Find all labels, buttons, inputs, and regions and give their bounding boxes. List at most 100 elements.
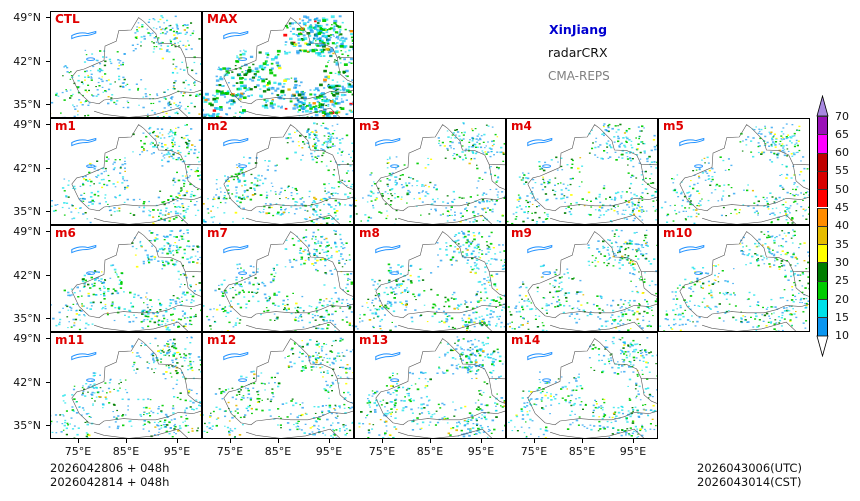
echo-cell [689,203,692,206]
echo-cell [109,277,112,279]
echo-cell [333,35,335,37]
echo-cell [595,137,598,139]
echo-cell [162,248,165,251]
echo-cell [227,176,229,178]
echo-cell [795,151,798,154]
echo-cell [462,134,465,136]
echo-cell [84,79,86,81]
echo-cell [168,156,171,158]
echo-cell [480,297,483,299]
echo-cell [503,264,505,266]
echo-cell [394,287,397,289]
echo-cell [258,211,261,213]
echo-cell [128,309,131,312]
echo-cell [152,216,155,218]
echo-cell [643,310,646,313]
echo-cell [160,48,163,50]
echo-cell [340,50,343,52]
echo-cell [421,191,423,193]
echo-cell [242,173,245,175]
echo-cell [106,312,109,314]
echo-cell [565,207,567,210]
echo-cell [184,209,187,212]
echo-cell [609,220,612,222]
echo-cell [287,185,290,187]
echo-cell [614,125,617,127]
echo-cell [102,91,104,93]
echo-cell [113,319,116,322]
echo-cell [61,206,64,209]
echo-cell [653,145,657,148]
echo-cell [163,201,166,203]
echo-cell [71,204,73,206]
echo-cell [640,141,643,143]
echo-cell [148,132,152,135]
echo-cell [326,42,330,45]
echo-cell [470,158,473,160]
echo-cell [199,256,201,258]
echo-cell [640,174,643,176]
echo-cell [266,64,269,66]
echo-cell [143,35,146,38]
echo-cell [189,195,192,198]
echo-cell [298,32,302,36]
echo-cell [111,301,114,303]
echo-cell [543,180,545,182]
echo-cell [166,261,170,264]
echo-cell [404,182,407,184]
echo-cell [123,179,126,182]
echo-cell [228,197,231,199]
echo-cell [408,176,410,178]
echo-cell [147,113,149,115]
echo-cell [507,306,510,308]
echo-cell [79,319,81,321]
echo-cell [152,222,155,224]
echo-cell [105,56,108,58]
echo-cell [318,324,321,326]
echo-cell [84,327,87,329]
echo-cell [715,183,719,186]
echo-cell [421,184,424,186]
echo-cell [242,167,244,169]
echo-cell [758,145,761,147]
echo-cell [298,44,302,48]
echo-cell [221,295,225,297]
echo-cell [499,296,501,298]
echo-cell [764,125,766,127]
echo-cell [373,305,375,307]
echo-cell [172,58,175,61]
echo-cell [348,204,352,207]
echo-cell [159,32,162,35]
echo-cell [149,34,152,37]
echo-cell [81,104,84,106]
echo-cell [701,198,703,200]
echo-cell [392,310,396,313]
echo-cell [481,200,484,203]
echo-cell [393,223,396,224]
echo-cell [204,98,208,102]
echo-cell [791,217,794,219]
echo-cell [757,200,760,203]
echo-cell [306,32,311,35]
echo-cell [326,304,329,306]
echo-cell [84,70,87,73]
echo-cell [67,184,70,186]
echo-cell [752,155,755,158]
echo-cell [248,281,251,283]
echo-cell [344,204,347,206]
echo-cell [156,128,159,130]
echo-cell [273,275,276,278]
echo-cell [316,255,318,257]
echo-cell [366,220,370,222]
province-boundary [679,124,809,185]
echo-cell [352,101,353,103]
echo-cell [161,159,164,161]
echo-cell [541,265,545,267]
echo-cell [607,130,610,133]
echo-cell [163,154,166,156]
echo-cell [184,155,187,157]
echo-cell [769,159,772,161]
echo-cell [632,267,635,269]
echo-cell [603,185,606,187]
echo-cell [321,99,326,102]
